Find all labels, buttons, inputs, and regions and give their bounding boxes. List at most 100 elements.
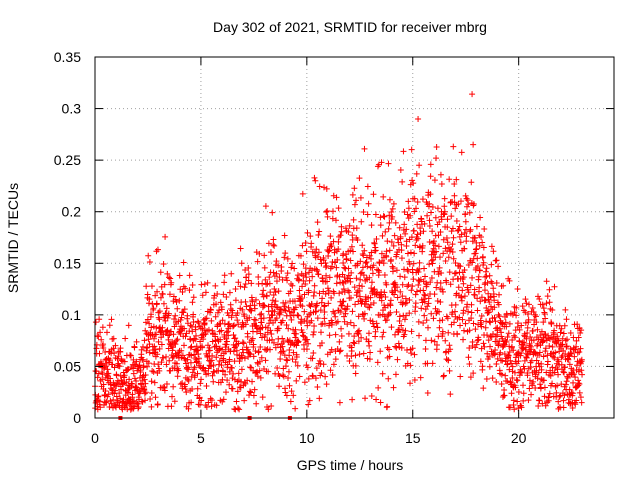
data-point [157,269,164,276]
data-point [106,322,113,329]
data-point [108,400,115,407]
data-point [504,361,511,368]
data-point [326,243,333,250]
data-point [281,232,288,239]
data-point [434,297,441,304]
data-point [158,359,165,366]
data-point [470,370,477,377]
data-point [452,270,459,277]
data-point [357,276,364,283]
data-point [273,270,280,277]
data-point [425,295,432,302]
data-point [322,264,329,271]
data-point [473,239,480,246]
data-point [479,363,486,370]
data-point [182,385,189,392]
data-point [256,358,263,365]
data-point [426,261,433,268]
data-point [167,275,174,282]
data-point [388,324,395,331]
data-point [232,335,239,342]
data-point [507,357,514,364]
data-point [247,389,254,396]
data-point [188,352,195,359]
data-point [116,363,123,370]
data-point [310,292,317,299]
data-point [95,333,102,340]
data-point [269,209,276,216]
data-point [181,355,188,362]
data-point [524,324,531,331]
data-point [170,293,177,300]
data-point [127,406,134,413]
data-point [429,228,436,235]
data-point [498,371,505,378]
data-point [575,334,582,341]
data-point [325,287,332,294]
data-point [559,341,566,348]
data-point [204,279,211,286]
data-point [314,315,321,322]
data-point [127,352,134,359]
data-point [393,344,400,351]
data-point [321,320,328,327]
data-point [235,279,242,286]
data-point [367,349,374,356]
data-point [504,361,511,368]
data-point [463,195,470,202]
data-point [328,294,335,301]
data-point [228,364,235,371]
data-point [360,252,367,259]
data-point [442,337,449,344]
data-point [458,297,465,304]
data-point [409,177,416,184]
data-point [373,396,380,403]
data-point [153,331,160,338]
data-point [560,347,567,354]
data-point [333,194,340,201]
data-point [199,292,206,299]
data-point [402,327,409,334]
data-point [373,236,380,243]
data-point [419,196,426,203]
data-point [317,256,324,263]
data-point [325,300,332,307]
data-point [480,259,487,266]
data-point [454,227,461,234]
data-point [353,197,360,204]
data-point [478,294,485,301]
data-point [133,338,140,345]
data-point [476,284,483,291]
data-point [370,262,377,269]
data-point [217,336,224,343]
data-point [378,297,385,304]
data-point [416,259,423,266]
data-point [456,314,463,321]
data-point [166,291,173,298]
data-point [346,289,353,296]
data-point [163,305,170,312]
data-point [486,363,493,370]
data-point [546,299,553,306]
data-point [203,382,210,389]
data-point [534,326,541,333]
data-point [355,338,362,345]
data-point [103,398,110,405]
data-point [474,337,481,344]
data-point [438,269,445,276]
data-point [553,389,560,396]
data-point [329,208,336,215]
data-point [410,180,417,187]
data-point [453,217,460,224]
data-point [183,389,190,396]
data-point [251,386,258,393]
data-point [490,248,497,255]
data-point [195,319,202,326]
data-point [307,233,314,240]
data-point [356,351,363,358]
data-point [283,322,290,329]
data-point [284,270,291,277]
data-point [293,330,300,337]
data-point [511,406,518,413]
data-point [445,329,452,336]
